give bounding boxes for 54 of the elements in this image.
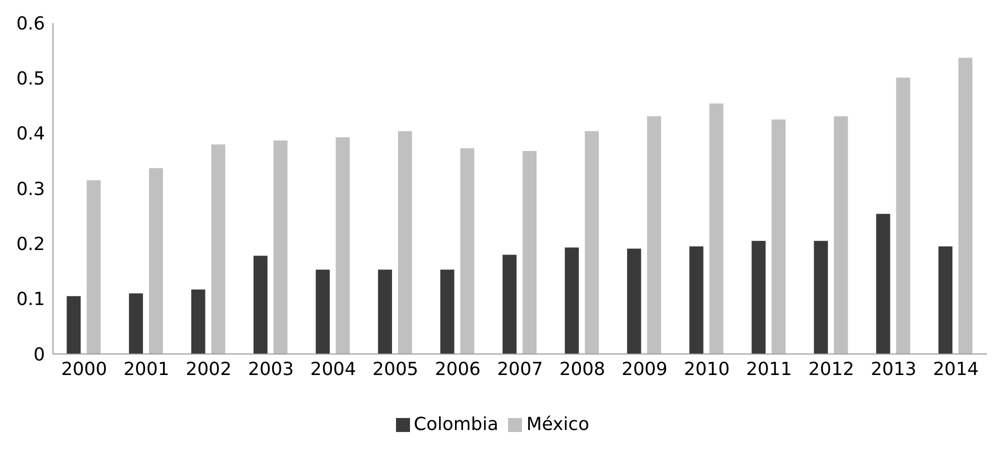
bar — [128, 293, 143, 354]
y-tick-label: 0.6 — [16, 13, 45, 34]
y-tick-label: 0.1 — [16, 289, 45, 310]
bar — [502, 254, 517, 354]
bar — [316, 270, 330, 354]
bar — [627, 248, 642, 354]
bar — [191, 289, 206, 354]
bar — [522, 150, 537, 354]
bar — [211, 144, 226, 354]
x-tick-label: 2011 — [746, 358, 792, 380]
x-tick-label: 2002 — [186, 358, 232, 380]
bar — [709, 104, 724, 354]
bar — [876, 214, 890, 354]
bar — [564, 248, 579, 354]
y-tick-label: 0.2 — [16, 234, 45, 256]
x-tick-label: 2008 — [559, 358, 606, 380]
x-tick-label: 2004 — [310, 358, 356, 380]
bar — [814, 240, 828, 354]
bar — [958, 58, 972, 354]
bar — [254, 256, 268, 354]
x-tick-label: 2006 — [434, 358, 481, 380]
x-tick-label: 2012 — [808, 358, 854, 380]
bar — [647, 116, 662, 354]
x-tick-label: 2000 — [61, 358, 108, 380]
y-tick-label: 0 — [34, 344, 45, 366]
x-tick-label: 2005 — [372, 358, 418, 380]
x-tick-label: 2001 — [123, 358, 170, 380]
x-tick-label: 2007 — [497, 358, 543, 380]
bar — [834, 116, 848, 354]
bar — [772, 120, 786, 354]
y-tick-label: 0.3 — [16, 178, 45, 200]
bar — [336, 137, 350, 354]
bar — [689, 246, 704, 354]
y-tick-label: 0.4 — [16, 124, 45, 145]
bar — [896, 78, 910, 354]
legend-label: México — [526, 414, 590, 435]
bar — [378, 270, 392, 354]
bar — [66, 296, 81, 354]
x-tick-label: 2010 — [684, 358, 730, 380]
x-tick-label: 2003 — [248, 358, 294, 380]
bar — [938, 246, 952, 354]
bar — [86, 180, 101, 354]
x-tick-label: 2014 — [932, 358, 979, 380]
legend-label: Colombia — [414, 414, 498, 435]
bar — [274, 140, 288, 354]
bar — [752, 240, 766, 354]
bar — [460, 148, 474, 354]
bar — [398, 131, 412, 354]
x-tick-label: 2013 — [870, 358, 917, 380]
y-tick-label: 0.5 — [16, 68, 45, 90]
bar — [584, 131, 599, 354]
bar — [148, 168, 163, 354]
bar — [440, 270, 454, 354]
x-tick-label: 2009 — [622, 358, 668, 380]
